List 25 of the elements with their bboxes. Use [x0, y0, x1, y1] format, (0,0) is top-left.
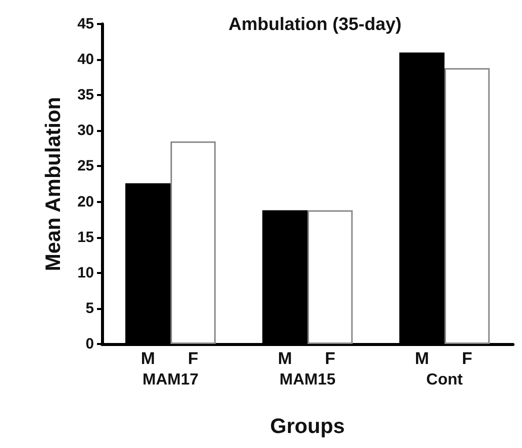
bar [170, 141, 216, 344]
series-label: F [188, 349, 198, 368]
x-tick-label: MAM15 [279, 372, 336, 388]
y-tick-label: 20 [77, 193, 94, 210]
y-tick-label: 5 [86, 300, 94, 317]
bar [308, 210, 353, 344]
series-label: M [140, 349, 155, 368]
chart-title: Ambulation (35-day) [228, 14, 402, 34]
bar [444, 68, 490, 344]
text: M [414, 349, 429, 368]
y-tick-label: 15 [77, 228, 94, 246]
y-tick-label: 30 [77, 122, 94, 140]
text: F [462, 349, 472, 368]
y-tick-label: 0 [86, 336, 94, 352]
x-axis-title: Groups [270, 415, 345, 438]
y-tick-label: 35 [77, 86, 94, 104]
y-tick-label: 10 [77, 264, 94, 282]
x-tick-label: Cont [426, 372, 464, 388]
y-tick-label: 45 [77, 16, 94, 32]
text: M [278, 349, 292, 368]
x-tick-label: MAM17 [142, 372, 199, 388]
y-tick-label: 40 [77, 51, 94, 68]
y-tick-label: 25 [77, 158, 94, 175]
text: F [324, 349, 336, 368]
y-axis-title: Mean Ambulation [42, 96, 65, 272]
